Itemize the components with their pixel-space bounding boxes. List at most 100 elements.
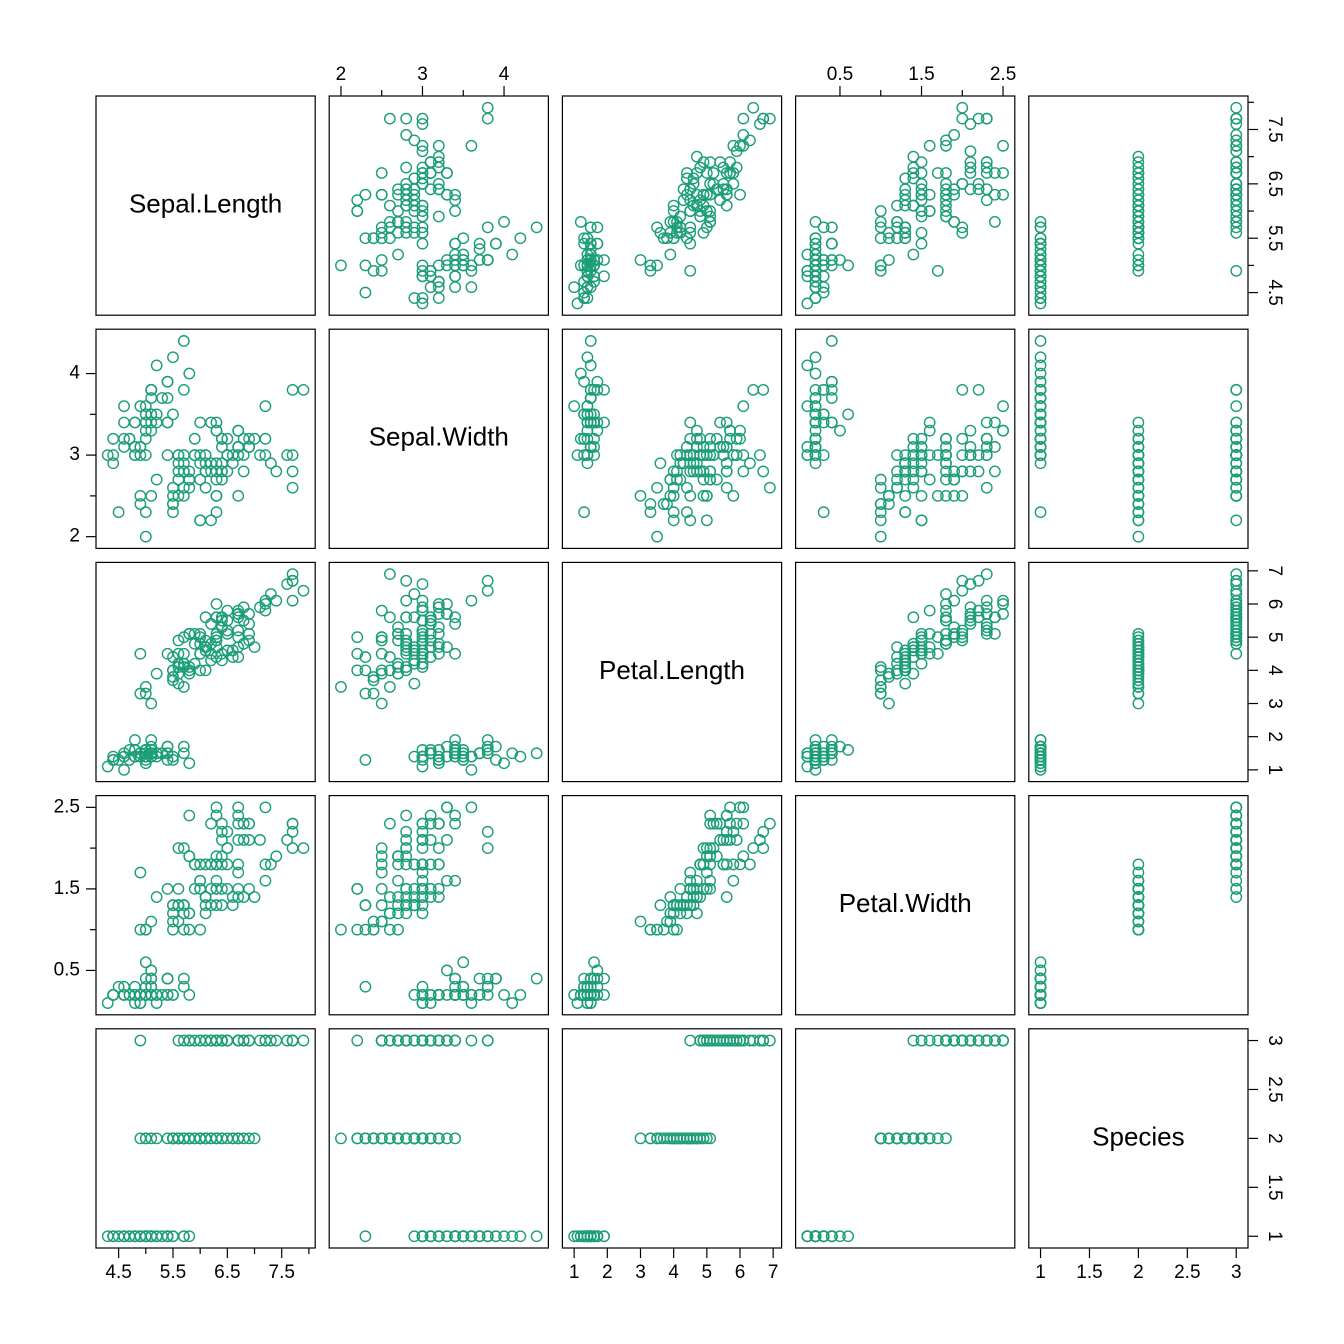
data-point (599, 417, 609, 427)
data-point (222, 605, 232, 615)
panel-3-1 (329, 796, 548, 1015)
data-point (146, 916, 156, 926)
tick-label: 4 (69, 363, 80, 384)
tick-label: 7 (768, 1262, 779, 1283)
tick-label: 3 (1264, 1035, 1285, 1046)
data-point (483, 843, 493, 853)
data-point (393, 249, 403, 259)
data-point (483, 735, 493, 745)
tick-label: 6 (1264, 599, 1285, 610)
data-point (576, 217, 586, 227)
panel-3-2 (562, 796, 781, 1015)
tick-label: 1.5 (1076, 1262, 1102, 1283)
data-point (222, 843, 232, 853)
data-point (417, 238, 427, 248)
data-point (924, 474, 934, 484)
diag-label-Petal.Width: Petal.Width (839, 888, 972, 918)
data-point (957, 586, 967, 596)
data-point (1035, 507, 1045, 517)
panel-2-4 (1029, 562, 1248, 781)
tick-label: 2 (69, 526, 80, 547)
data-point (592, 222, 602, 232)
panel-4-0 (96, 1029, 315, 1248)
data-point (442, 802, 452, 812)
data-point (957, 434, 967, 444)
data-point (442, 168, 452, 178)
data-point (190, 434, 200, 444)
tick-label: 2 (602, 1262, 613, 1283)
data-point (1231, 266, 1241, 276)
data-point (377, 698, 387, 708)
data-point (162, 377, 172, 387)
data-point (982, 569, 992, 579)
diag-label-Sepal.Length: Sepal.Length (129, 188, 282, 218)
data-point (531, 748, 541, 758)
data-point (635, 491, 645, 501)
data-point (233, 425, 243, 435)
data-point (965, 146, 975, 156)
data-point (738, 450, 748, 460)
data-point (360, 190, 370, 200)
data-point (233, 491, 243, 501)
y-axis-right-0: 4.55.56.57.5 (1248, 102, 1285, 305)
data-point (483, 586, 493, 596)
data-point (249, 642, 259, 652)
data-point (450, 206, 460, 216)
data-point (442, 965, 452, 975)
data-point (173, 884, 183, 894)
data-point (745, 135, 755, 145)
data-point (748, 103, 758, 113)
tick-label: 2.5 (1264, 1076, 1285, 1102)
tick-label: 6.5 (214, 1262, 240, 1283)
panel-0-2 (562, 96, 781, 315)
data-point (266, 589, 276, 599)
data-point (908, 249, 918, 259)
data-point (705, 157, 715, 167)
data-point (755, 450, 765, 460)
data-point (685, 266, 695, 276)
data-point (692, 151, 702, 161)
x-axis-top-1: 234 (336, 64, 510, 96)
data-point (491, 238, 501, 248)
data-point (119, 417, 129, 427)
data-point (233, 625, 243, 635)
data-point (417, 579, 427, 589)
data-point (360, 982, 370, 992)
diag-label-Sepal.Width: Sepal.Width (369, 422, 509, 452)
panel-2-2: Petal.Length (562, 562, 781, 781)
data-point (211, 491, 221, 501)
data-point (884, 255, 894, 265)
panel-4-4: Species (1029, 1029, 1248, 1248)
panel-0-3 (796, 96, 1015, 315)
data-point (195, 515, 205, 525)
data-point (360, 1231, 370, 1241)
y-axis-left-1: 2 3 4 (69, 363, 96, 547)
data-point (835, 425, 845, 435)
panel-2-0 (96, 562, 315, 781)
data-point (916, 491, 926, 501)
data-point (933, 266, 943, 276)
data-point (876, 206, 886, 216)
data-point (434, 293, 444, 303)
tick-label: 1 (1035, 1262, 1046, 1283)
data-point (715, 417, 725, 427)
data-point (908, 612, 918, 622)
data-point (586, 336, 596, 346)
data-point (458, 957, 468, 967)
data-point (499, 990, 509, 1000)
data-point (130, 417, 140, 427)
tick-label: 2.5 (54, 796, 80, 817)
data-point (655, 900, 665, 910)
tick-label: 4 (499, 64, 510, 85)
panel-2-1 (329, 562, 548, 781)
panel-1-1: Sepal.Width (329, 329, 548, 548)
tick-label: 7.5 (1264, 116, 1285, 142)
tick-label: 3 (69, 444, 80, 465)
data-point (998, 141, 1008, 151)
data-point (360, 900, 370, 910)
data-point (401, 576, 411, 586)
data-point (298, 1035, 308, 1045)
data-point (924, 605, 934, 615)
data-point (255, 835, 265, 845)
data-point (982, 483, 992, 493)
